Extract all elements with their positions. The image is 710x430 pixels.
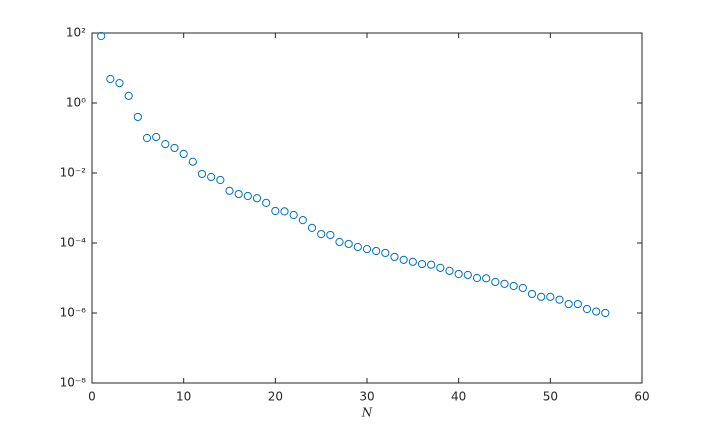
point [390, 252, 399, 262]
point [307, 223, 317, 233]
y-tick-label: 10⁻⁶ [60, 306, 87, 320]
y-tick-label: 10² [66, 26, 86, 40]
point [262, 198, 271, 207]
point [225, 186, 234, 195]
point [97, 31, 106, 41]
point [436, 263, 445, 272]
x-axis-label: N [361, 406, 373, 420]
y-tick-label: 10⁰ [66, 96, 86, 110]
point [161, 139, 170, 149]
point [170, 143, 179, 153]
x-tick-label: 50 [543, 390, 558, 404]
point [518, 283, 527, 293]
point [188, 157, 197, 166]
point [546, 292, 555, 301]
point [537, 292, 546, 301]
x-tick-label: 40 [451, 390, 466, 404]
point [601, 308, 610, 318]
x-tick-label: 30 [359, 390, 374, 404]
x-tick-label: 10 [176, 390, 191, 404]
point [582, 304, 592, 314]
y-tick-label: 10⁻⁸ [60, 376, 87, 390]
point [197, 169, 207, 179]
point [216, 175, 225, 185]
point [280, 207, 289, 216]
point [491, 277, 500, 287]
point [289, 210, 298, 220]
y-tick-label: 10⁻² [60, 166, 87, 180]
point [344, 239, 353, 249]
point [179, 149, 188, 159]
point [472, 273, 482, 283]
point [362, 244, 372, 254]
point [142, 133, 152, 143]
point [399, 255, 408, 264]
point [106, 74, 115, 84]
point [555, 295, 564, 304]
x-tick-label: 20 [268, 390, 283, 404]
point [234, 189, 243, 199]
point [427, 260, 436, 269]
point [381, 248, 390, 258]
point [243, 191, 252, 201]
point [408, 257, 417, 266]
point [326, 230, 335, 240]
point [207, 172, 216, 182]
point [463, 270, 472, 280]
point [592, 307, 601, 316]
point [573, 299, 582, 309]
point [335, 237, 344, 247]
point [417, 259, 427, 269]
point [482, 274, 491, 283]
point [317, 229, 326, 239]
point [500, 279, 509, 288]
x-tick-label: 0 [88, 390, 96, 404]
point [372, 246, 381, 256]
y-tick-label: 10⁻⁴ [60, 236, 87, 250]
point [124, 91, 133, 100]
point [152, 132, 161, 142]
point [509, 281, 518, 291]
point [564, 299, 573, 309]
point [527, 289, 537, 299]
point [353, 242, 362, 252]
point [454, 269, 463, 279]
point [115, 79, 124, 88]
plot-box [91, 32, 643, 384]
point [252, 194, 262, 203]
point [271, 206, 280, 216]
x-tick-label: 60 [634, 390, 649, 404]
point [133, 112, 142, 122]
point [445, 266, 454, 275]
point [298, 216, 307, 225]
